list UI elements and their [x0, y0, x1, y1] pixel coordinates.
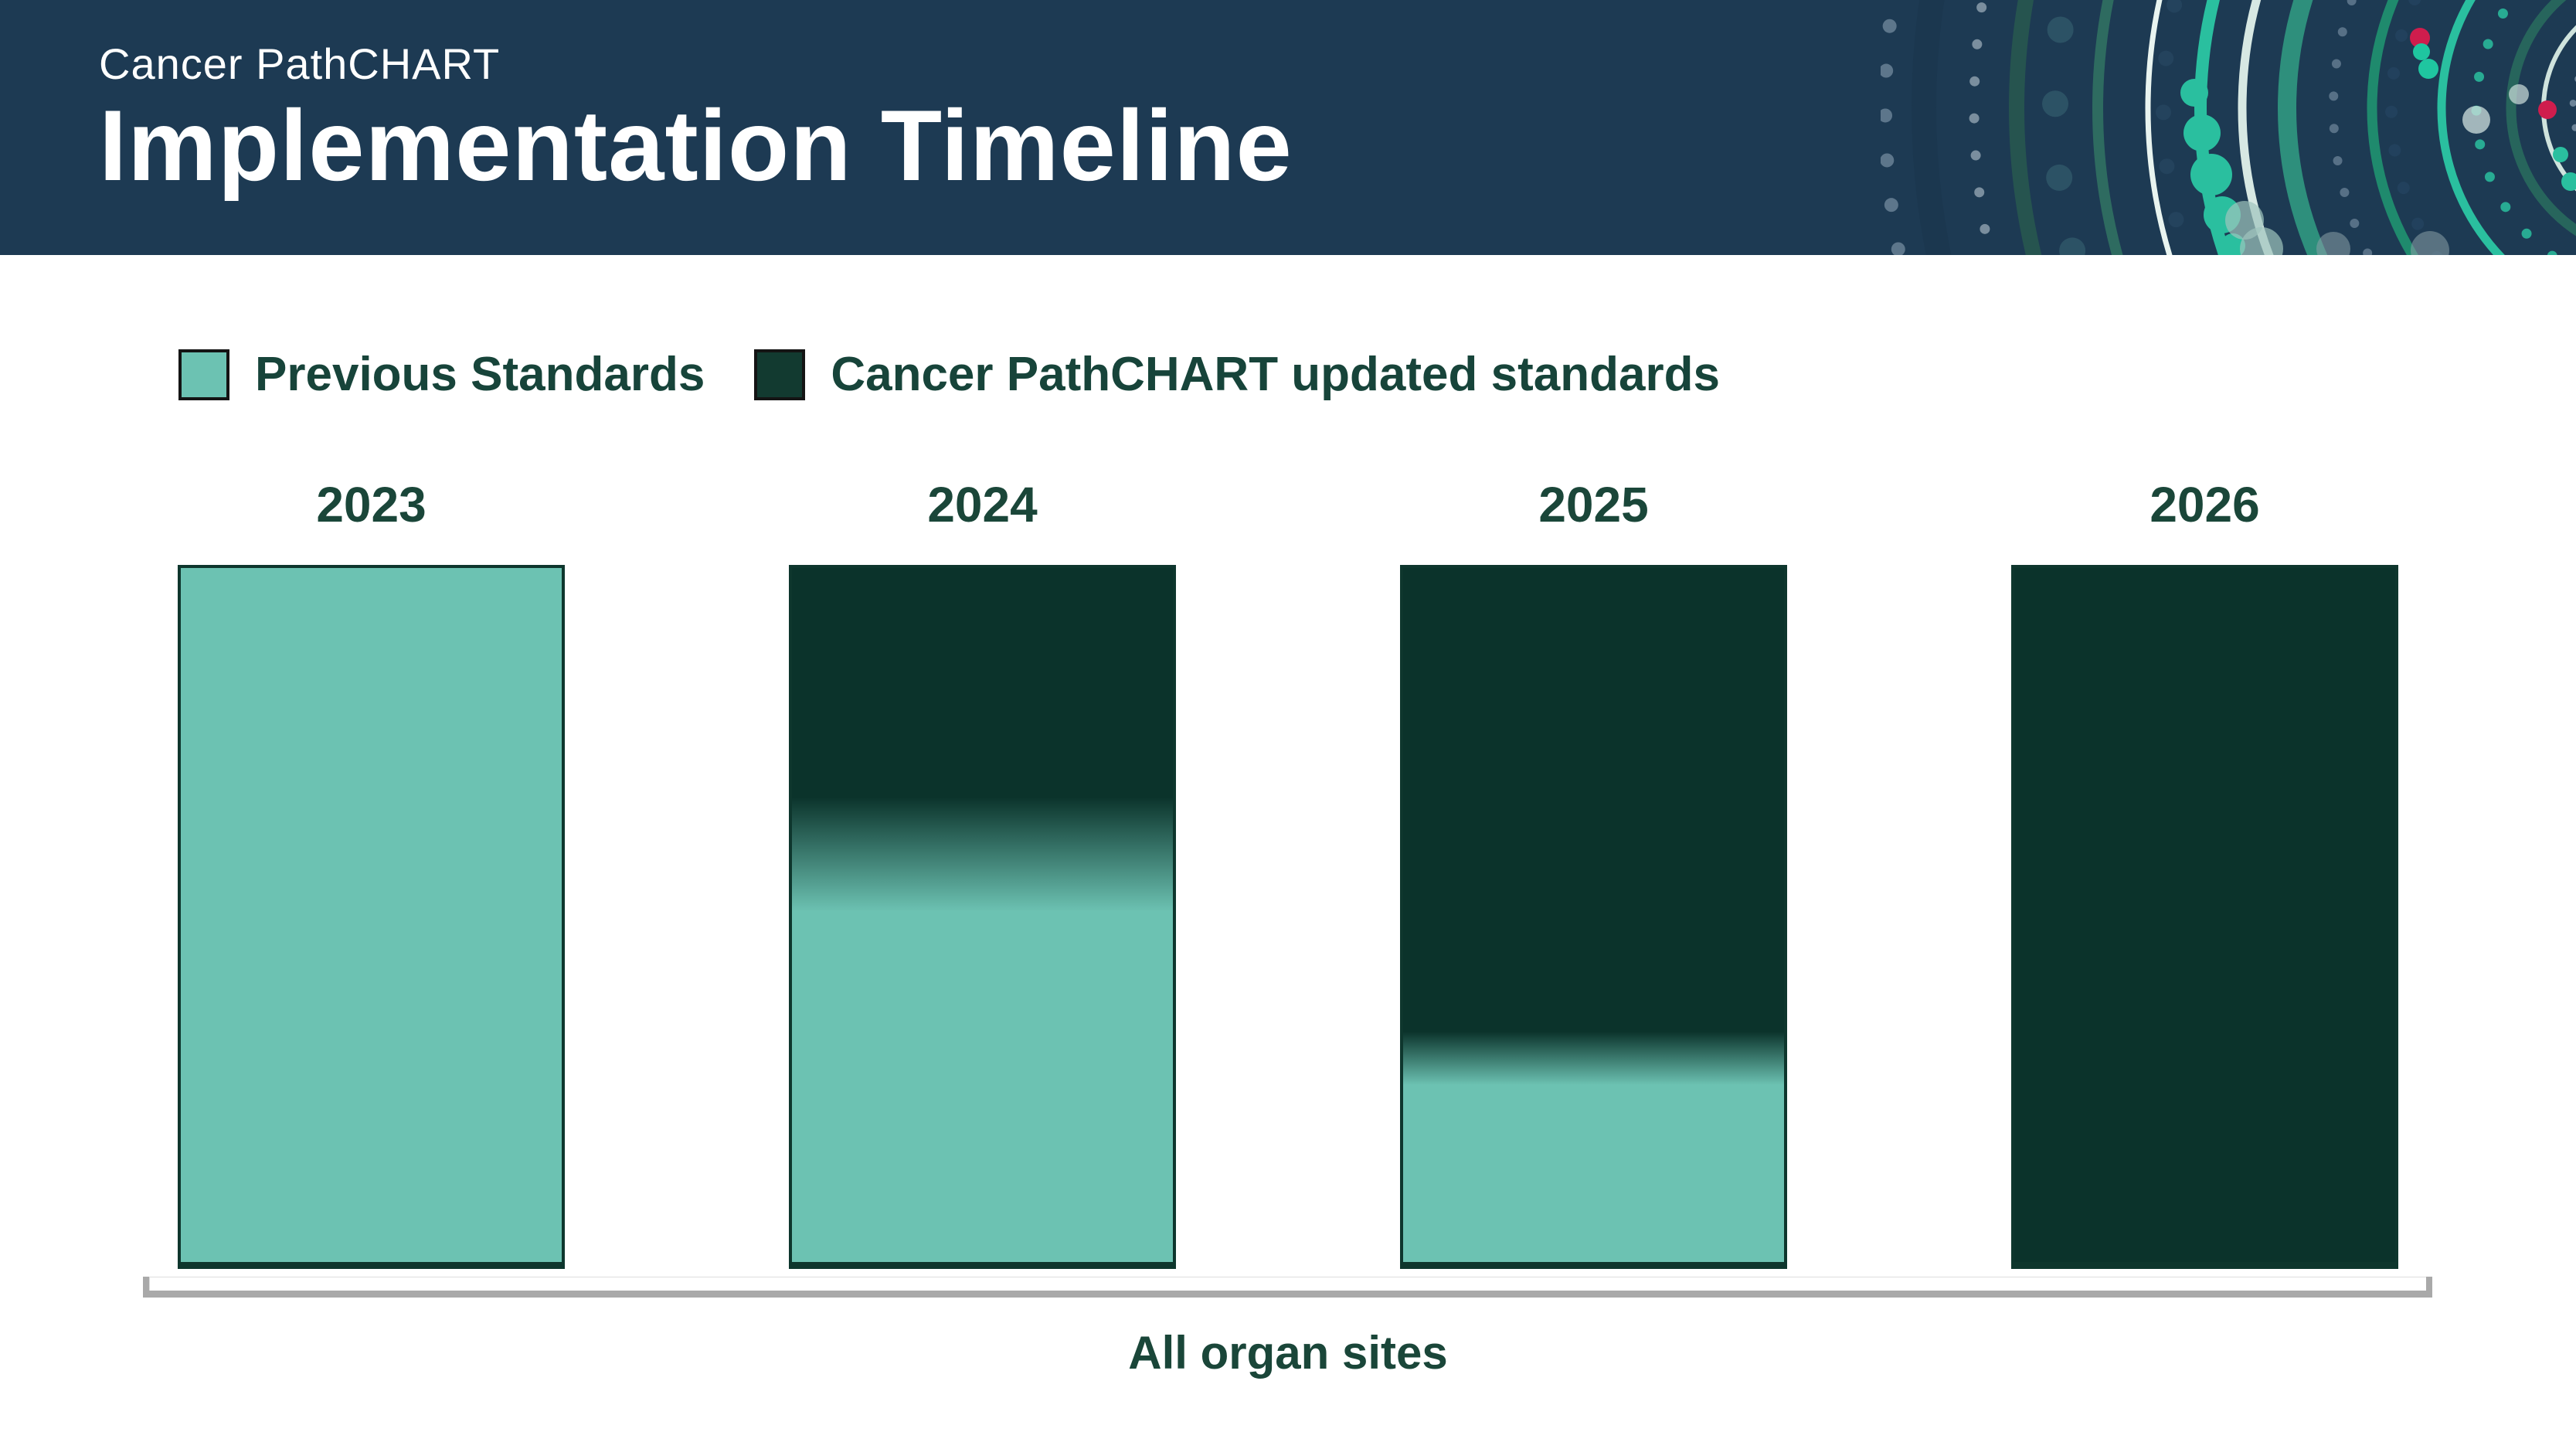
chart-footer-label: All organ sites	[1128, 1327, 1448, 1379]
bar-column: 2025	[1400, 470, 1787, 1269]
bar-2025	[1400, 565, 1787, 1269]
header-eyebrow: Cancer PathCHART	[99, 39, 501, 88]
decorative-arcs-icon	[1881, 0, 2576, 255]
decor-solid-rings	[1912, 0, 2576, 255]
bar-year-label: 2024	[927, 477, 1038, 532]
legend-item-updated-standards: Cancer PathCHART updated standards	[754, 347, 1720, 402]
legend-label-previous: Previous Standards	[255, 348, 705, 401]
legend-label-updated: Cancer PathCHART updated standards	[831, 348, 1720, 401]
bar-2023	[178, 565, 565, 1269]
legend: Previous Standards Cancer PathCHART upda…	[178, 347, 1720, 402]
bar-2026	[2011, 565, 2398, 1269]
legend-item-previous-standards: Previous Standards	[178, 347, 705, 402]
header-banner: Cancer PathCHART Implementation Timeline	[0, 0, 2576, 255]
bar-column: 2026	[2011, 470, 2398, 1269]
legend-swatch-previous-icon	[178, 349, 229, 400]
bar-year-label: 2026	[2149, 477, 2260, 532]
bar-year-label: 2025	[1538, 477, 1649, 532]
legend-swatch-updated-icon	[754, 349, 806, 400]
decor-teal-blob-chain	[2180, 79, 2576, 255]
page-title: Implementation Timeline	[99, 88, 1293, 202]
bar-year-label: 2023	[316, 477, 427, 532]
chart-bars: 2023 2024 2025 2026	[178, 470, 2398, 1269]
bar-2024	[789, 565, 1176, 1269]
all-organ-sites-bracket	[143, 1277, 2432, 1298]
decor-highlight-dots	[2225, 28, 2557, 255]
bar-column: 2024	[789, 470, 1176, 1269]
bar-column: 2023	[178, 470, 565, 1269]
